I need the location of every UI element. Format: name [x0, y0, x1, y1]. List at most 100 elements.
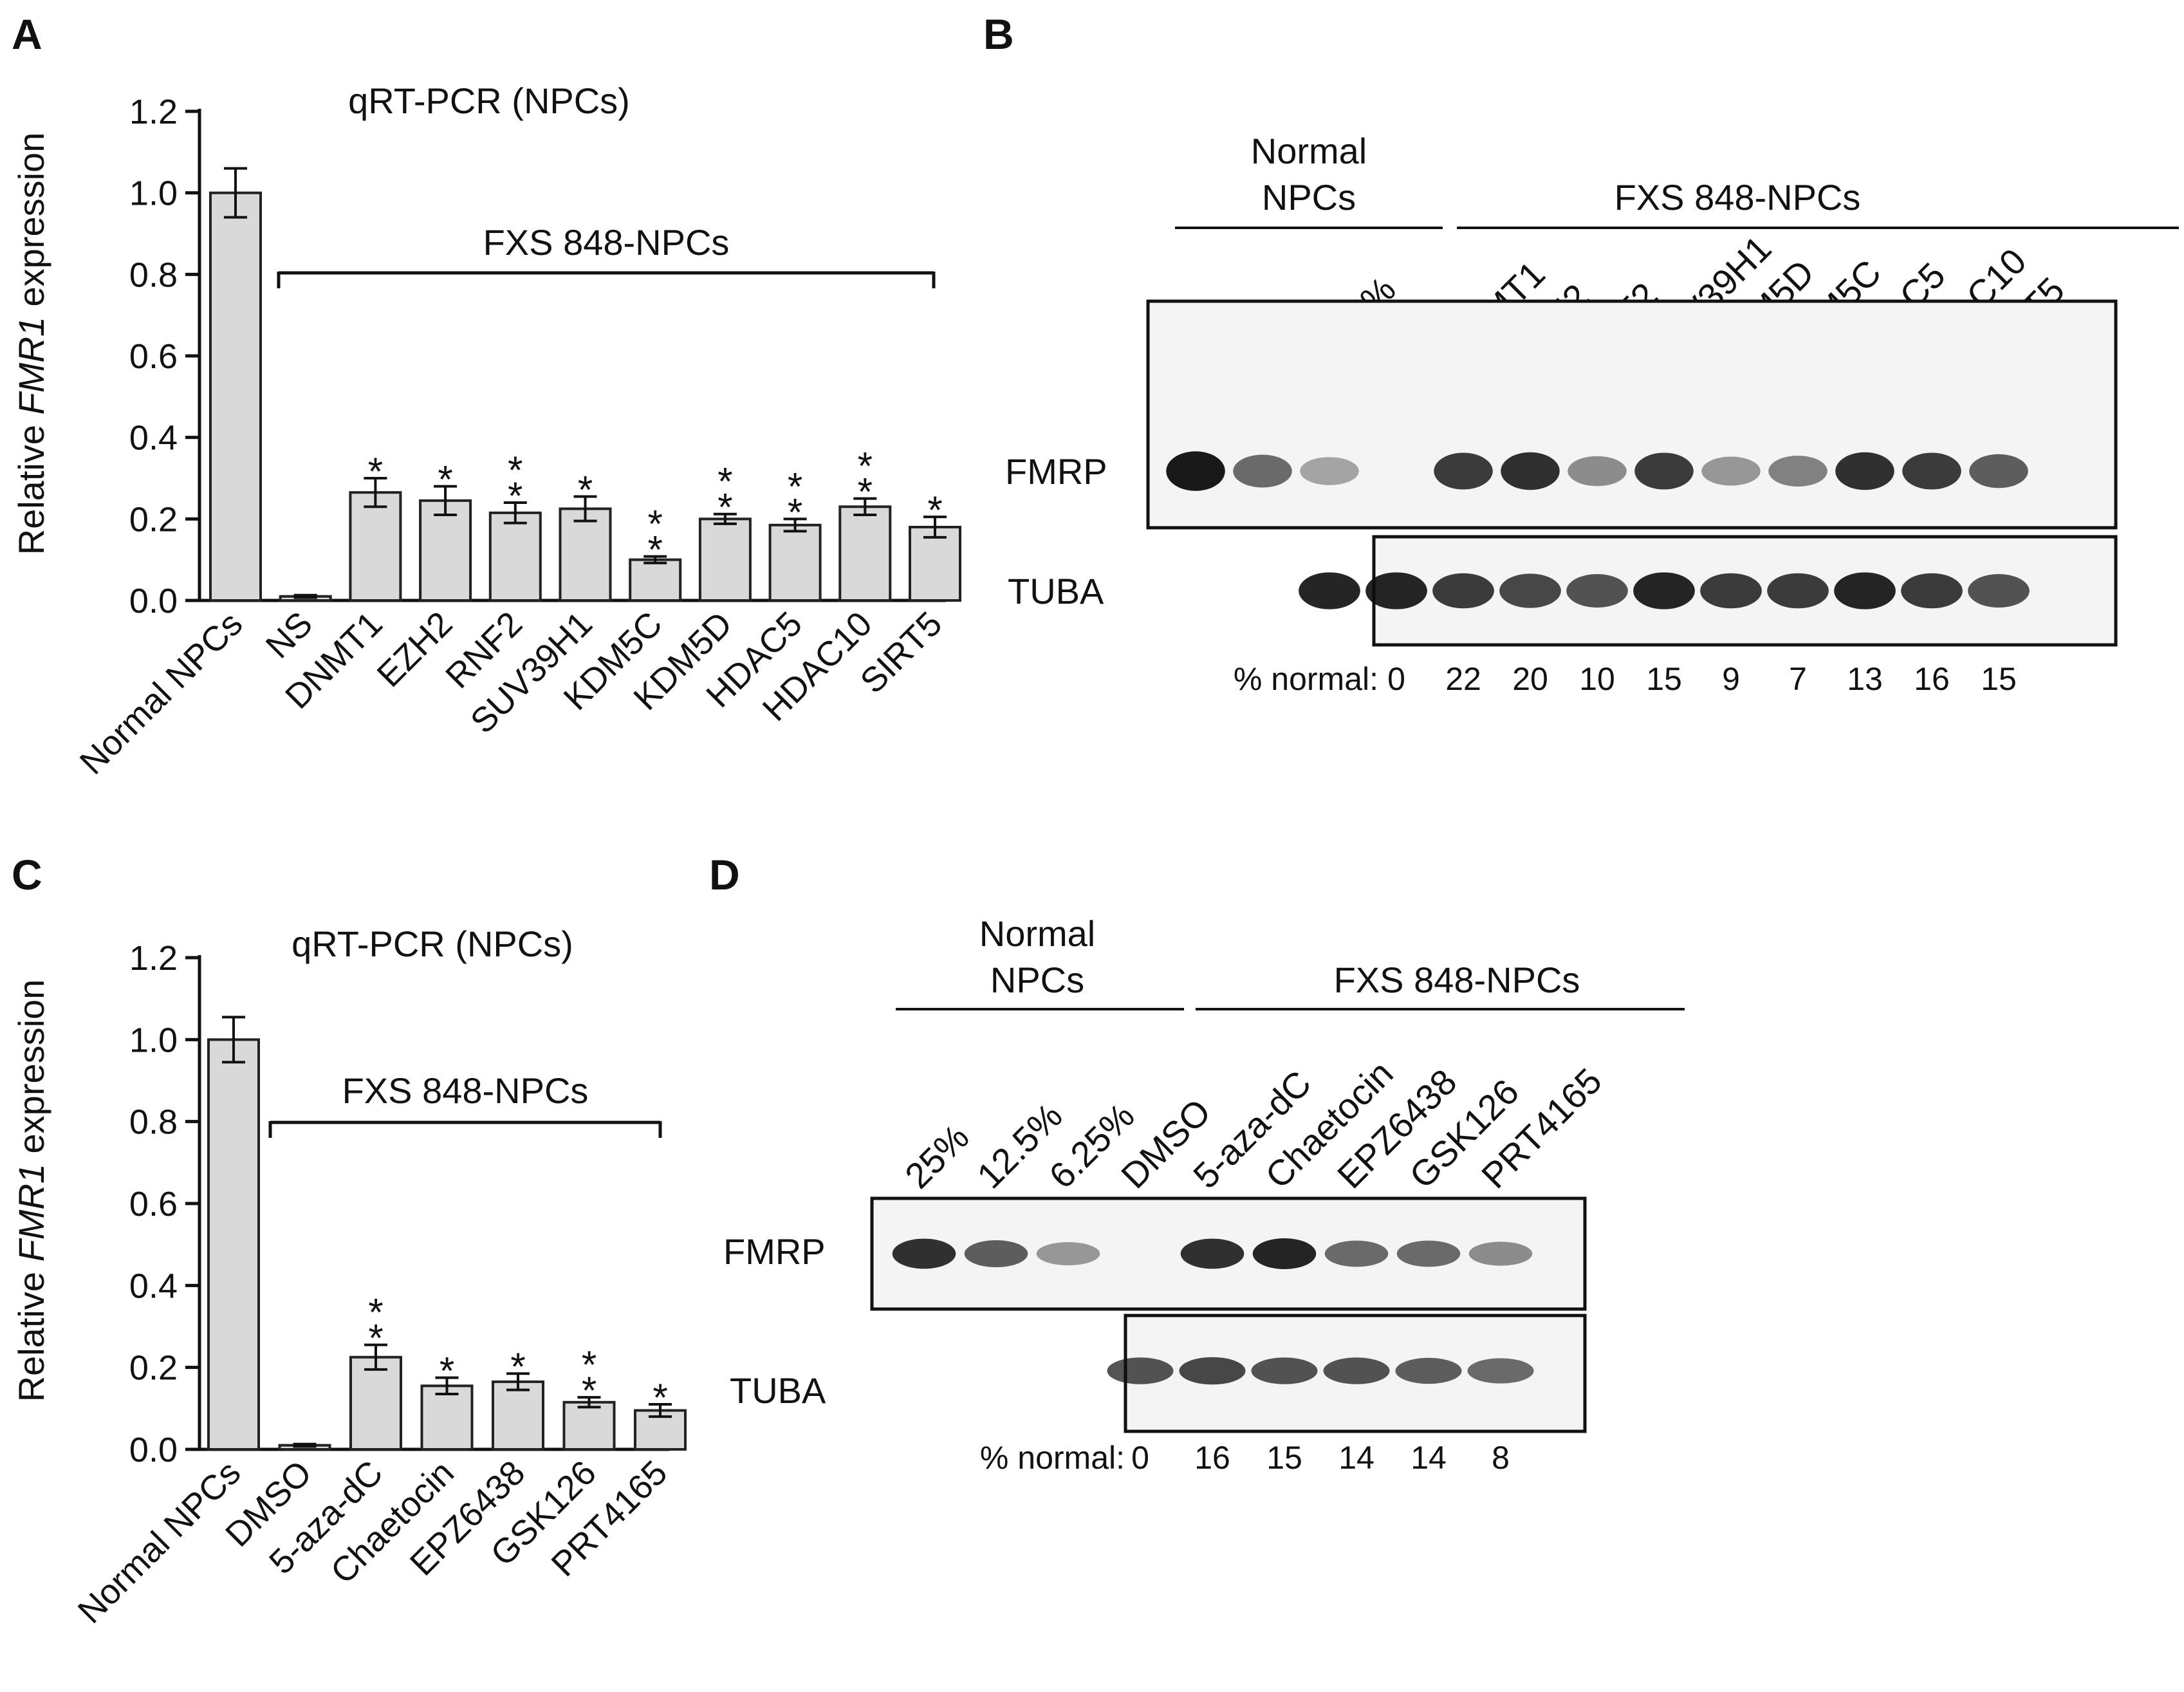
bar: [419, 499, 472, 602]
chart-a-title: qRT-PCR (NPCs): [348, 80, 630, 121]
bar: [349, 491, 402, 602]
significance-star: *: [438, 458, 452, 501]
fmrp-blot-frame: [1146, 299, 2118, 530]
y-tick-label: 0.6: [129, 337, 178, 376]
chart-a-group-label: FXS 848-NPCs: [483, 222, 730, 263]
panel-letter-a: A: [12, 10, 42, 58]
y-tick-label: 0.2: [129, 1349, 178, 1388]
significance-star: *: [440, 1350, 454, 1393]
significance-star: *: [508, 449, 523, 492]
bar: [559, 507, 612, 602]
percent-normal-value: 16: [1914, 661, 1950, 697]
fmrp-band: [1568, 456, 1627, 487]
tuba-band: [1566, 574, 1628, 608]
significance-star: *: [858, 470, 873, 514]
bar: [420, 1384, 474, 1451]
bar: [634, 1409, 687, 1451]
chart-c-group-label: FXS 848-NPCs: [342, 1070, 589, 1111]
y-tick-label: 0.4: [129, 1267, 178, 1305]
significance-star: *: [717, 460, 732, 503]
x-tick-label: Normal NPCs: [71, 1453, 248, 1631]
panel-letter-b: B: [983, 10, 1014, 58]
blot-d-percent-label: % normal:: [980, 1440, 1125, 1476]
fmrp-band: [1468, 1241, 1533, 1266]
tuba-band: [1901, 573, 1963, 609]
percent-normal-value: 15: [1266, 1440, 1302, 1476]
bar: [838, 505, 892, 602]
percent-normal-value: 14: [1411, 1440, 1447, 1476]
significance-star: *: [368, 1317, 383, 1360]
significance-star: *: [788, 465, 802, 508]
significance-star: *: [508, 474, 523, 517]
y-tick-label: 0.0: [129, 1431, 178, 1469]
fmrp-band: [1969, 454, 2028, 488]
significance-star: *: [858, 445, 873, 488]
percent-normal-value: 20: [1512, 661, 1548, 697]
panel-a-bar-chart: qRT-PCR (NPCs) Relative FMR1 expression …: [11, 80, 961, 782]
tuba-band: [1499, 573, 1561, 608]
y-tick-label: 1.0: [129, 174, 178, 213]
tuba-band: [1968, 574, 2030, 608]
y-tick-label: 0.4: [129, 419, 178, 458]
significance-star: *: [368, 450, 383, 493]
blot-b-fmrp-label: FMRP: [1005, 451, 1107, 492]
y-tick-label: 0.0: [129, 582, 178, 620]
fmrp-band: [1180, 1238, 1245, 1269]
bar: [488, 511, 542, 602]
bar: [209, 191, 262, 602]
blot-b-percent-label: % normal:: [1234, 661, 1378, 697]
x-tick-label: SIRT5: [853, 604, 950, 701]
fmrp-band: [892, 1238, 956, 1269]
fmrp-band: [1501, 452, 1560, 490]
y-tick-label: 0.6: [129, 1185, 178, 1223]
significance-star: *: [927, 488, 942, 532]
bar: [492, 1380, 544, 1451]
significance-star: *: [648, 503, 663, 546]
significance-star: *: [648, 528, 663, 572]
significance-star: *: [510, 1345, 525, 1388]
x-tick-label: Normal NPCs: [73, 604, 250, 782]
percent-normal-value: 9: [1722, 661, 1740, 697]
blot-b-normal-label-line2: NPCs: [1262, 177, 1356, 218]
significance-star: *: [652, 1376, 667, 1419]
blot-b-fxs-label: FXS 848-NPCs: [1615, 177, 1861, 218]
bar: [768, 523, 822, 602]
percent-normal-value: 22: [1445, 661, 1481, 697]
percent-normal-value: 0: [1131, 1440, 1149, 1476]
y-tick-label: 0.8: [129, 256, 178, 294]
bar: [562, 1400, 616, 1451]
fmrp-band: [1166, 451, 1225, 491]
fmrp-band: [1396, 1240, 1461, 1267]
fmrp-band: [964, 1240, 1028, 1267]
blot-d-fxs-label: FXS 848-NPCs: [1334, 960, 1580, 1000]
y-tick-label: 1.2: [129, 939, 178, 978]
bar: [698, 517, 752, 602]
y-tick-label: 0.8: [129, 1103, 178, 1142]
chart-c-y-axis-label: Relative FMR1 expression: [11, 980, 51, 1402]
y-tick-label: 1.0: [129, 1021, 178, 1059]
x-tick-label: EZH2: [370, 604, 460, 694]
blot-d-tuba-label: TUBA: [730, 1370, 826, 1411]
tuba-band: [1179, 1357, 1246, 1385]
percent-normal-value: 0: [1387, 661, 1405, 697]
tuba-band: [1323, 1357, 1390, 1384]
blot-d-normal-label-line2: NPCs: [990, 960, 1084, 1000]
tuba-band: [1432, 573, 1494, 609]
tuba-band: [1251, 1357, 1318, 1384]
tuba-band: [1633, 572, 1695, 609]
fmrp-band: [1036, 1242, 1100, 1265]
chart-a-y-axis-label: Relative FMR1 expression: [11, 133, 51, 555]
significance-star: *: [582, 1343, 597, 1386]
tuba-band: [1467, 1358, 1534, 1384]
blot-b-tuba-label: TUBA: [1008, 571, 1104, 611]
percent-normal-value: 13: [1847, 661, 1883, 697]
tuba-band: [1299, 572, 1360, 609]
blot-d-fmrp-label: FMRP: [723, 1231, 826, 1272]
percent-normal-value: 15: [1981, 661, 2017, 697]
fmrp-band: [1835, 452, 1894, 490]
percent-normal-value: 14: [1338, 1440, 1374, 1476]
percent-normal-value: 10: [1579, 661, 1615, 697]
lane-label: 25%: [897, 1117, 977, 1196]
panel-d-western-blot: Normal NPCs FXS 848-NPCs FMRP TUBA % nor…: [723, 913, 1685, 1476]
